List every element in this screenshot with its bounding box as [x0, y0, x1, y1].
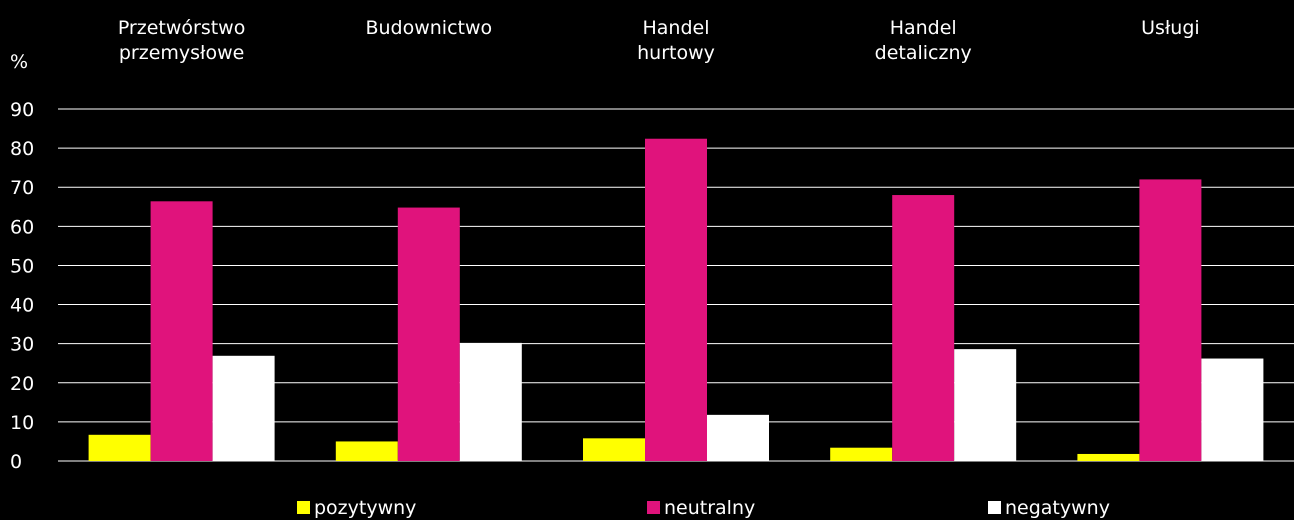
legend: pozytywny neutralny negatywny	[297, 497, 1110, 519]
bar-neutralny-2	[645, 138, 707, 462]
bar-neutralny-1	[397, 207, 460, 461]
bar-pozytywny-1	[335, 441, 398, 461]
bar-negatywny-1	[459, 342, 522, 461]
legend-label-negatywny: negatywny	[1005, 497, 1110, 519]
legend-swatch-neutralny	[647, 501, 660, 514]
category-label: Handel	[642, 17, 709, 39]
bar-negatywny-4	[1201, 358, 1264, 461]
bar-pozytywny-4	[1077, 453, 1140, 461]
bar-negatywny-2	[707, 414, 769, 461]
legend-label-pozytywny: pozytywny	[314, 497, 416, 519]
y-tick-label: 80	[10, 138, 34, 160]
bar-negatywny-0	[212, 355, 275, 461]
y-tick-label: 70	[10, 177, 34, 199]
bars	[88, 138, 1264, 462]
bar-neutralny-4	[1139, 179, 1202, 461]
category-label: detaliczny	[875, 42, 972, 64]
y-tick-label: 90	[10, 99, 34, 121]
bar-pozytywny-3	[830, 447, 893, 461]
category-labels: Przetwórstwo przemysłowe Budownictwo Handel…	[118, 17, 1200, 64]
category-label: hurtowy	[637, 42, 715, 64]
legend-swatch-pozytywny	[297, 501, 310, 514]
bar-pozytywny-2	[583, 438, 645, 461]
category-label: Budownictwo	[365, 17, 492, 39]
y-axis-unit-label: %	[10, 51, 28, 73]
category-label: Usługi	[1141, 17, 1200, 39]
bar-negatywny-3	[954, 349, 1017, 461]
y-tick-label: 40	[10, 295, 34, 317]
legend-swatch-negatywny	[988, 501, 1001, 514]
bar-pozytywny-0	[88, 434, 151, 461]
category-label: przemysłowe	[119, 42, 244, 64]
y-axis-ticks: 0 10 20 30 40 50 60 70 80 90	[10, 99, 34, 473]
category-label: Przetwórstwo	[118, 17, 246, 39]
y-tick-label: 30	[10, 334, 34, 356]
y-tick-label: 0	[10, 451, 22, 473]
y-tick-label: 50	[10, 255, 34, 277]
y-tick-label: 20	[10, 373, 34, 395]
y-tick-label: 60	[10, 216, 34, 238]
y-tick-label: 10	[10, 412, 34, 434]
legend-label-neutralny: neutralny	[664, 497, 755, 519]
bar-neutralny-0	[150, 201, 213, 461]
bar-neutralny-3	[892, 195, 955, 462]
category-label: Handel	[890, 17, 957, 39]
